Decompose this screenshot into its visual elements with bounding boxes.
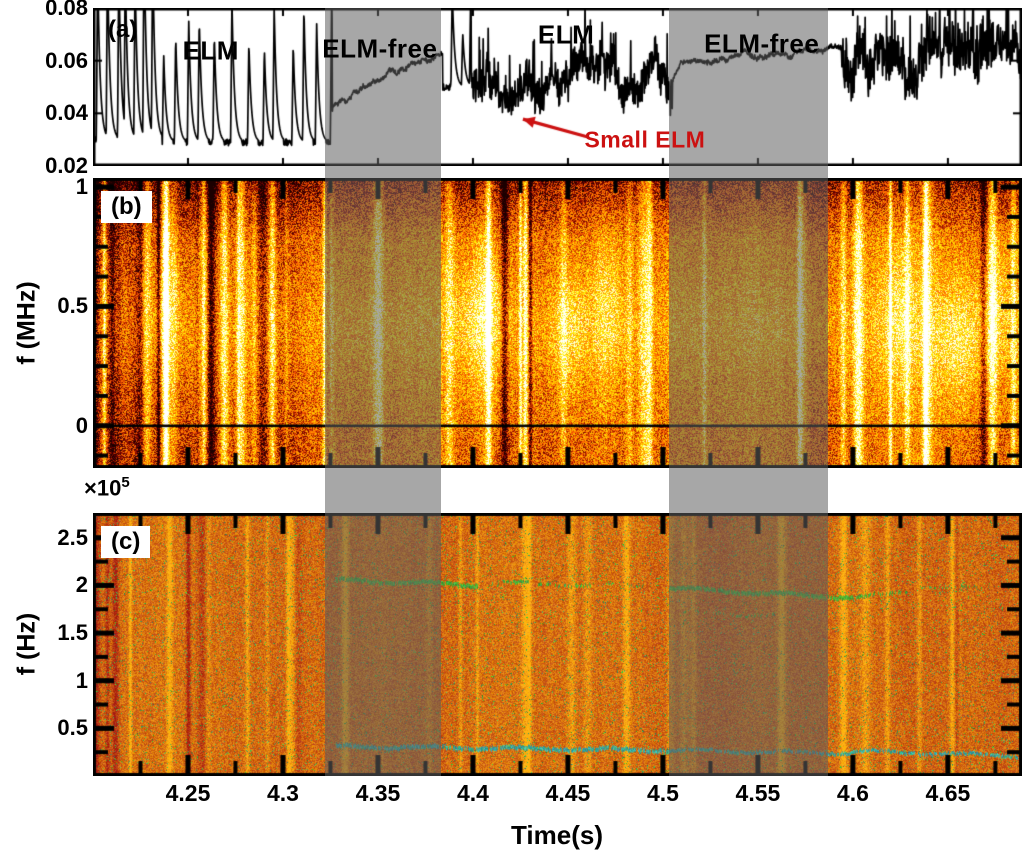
panel-c-yscale: ×105 bbox=[84, 474, 130, 501]
panel-a-tag: (a) bbox=[108, 16, 138, 43]
y-tick-label-c: 1 bbox=[75, 667, 88, 693]
y-tick-label-c: 1.5 bbox=[57, 620, 88, 646]
y-scale-exponent: 5 bbox=[121, 474, 130, 491]
panel-b-spectrogram bbox=[93, 178, 1022, 468]
x-axis-label: Time(s) bbox=[511, 820, 603, 850]
y-tick-label-a: 0.06 bbox=[45, 47, 88, 73]
y-tick-label-b: 1 bbox=[75, 174, 88, 200]
panel-c-ylabel: f (Hz) bbox=[12, 612, 41, 676]
x-tick-label: 4.5 bbox=[646, 780, 679, 806]
panel-b-ylabel: f (MHz) bbox=[12, 281, 41, 365]
x-tick-label: 4.4 bbox=[456, 780, 489, 806]
x-tick-label: 4.35 bbox=[355, 780, 401, 806]
x-tick-label: 4.65 bbox=[925, 780, 971, 806]
x-tick-label: 4.55 bbox=[735, 780, 781, 806]
y-tick-label-b: 0.5 bbox=[57, 293, 88, 319]
panel-a-elm-signal-plot bbox=[93, 8, 1022, 166]
y-tick-label-b: 0 bbox=[75, 412, 88, 438]
y-tick-label-a: 0.08 bbox=[45, 0, 88, 20]
y-tick-label-c: 2.5 bbox=[57, 524, 88, 550]
panel-c-tag: (c) bbox=[101, 526, 151, 558]
x-tick-label: 4.25 bbox=[165, 780, 211, 806]
y-tick-label-c: 0.5 bbox=[57, 715, 88, 741]
y-scale-base: ×10 bbox=[84, 475, 122, 501]
x-tick-label: 4.6 bbox=[836, 780, 869, 806]
y-tick-label-a: 0.02 bbox=[45, 153, 88, 178]
y-tick-label-a: 0.04 bbox=[45, 100, 88, 126]
panel-b-tag: (b) bbox=[101, 191, 152, 223]
y-tick-label-c: 2 bbox=[75, 572, 88, 598]
panel-c-spectrogram bbox=[93, 513, 1022, 776]
x-tick-label: 4.45 bbox=[545, 780, 591, 806]
x-tick-label: 4.3 bbox=[266, 780, 299, 806]
